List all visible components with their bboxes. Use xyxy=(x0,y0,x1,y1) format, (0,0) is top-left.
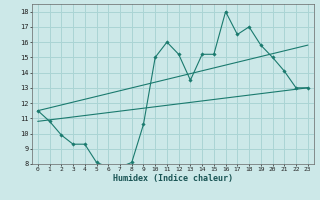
X-axis label: Humidex (Indice chaleur): Humidex (Indice chaleur) xyxy=(113,174,233,183)
